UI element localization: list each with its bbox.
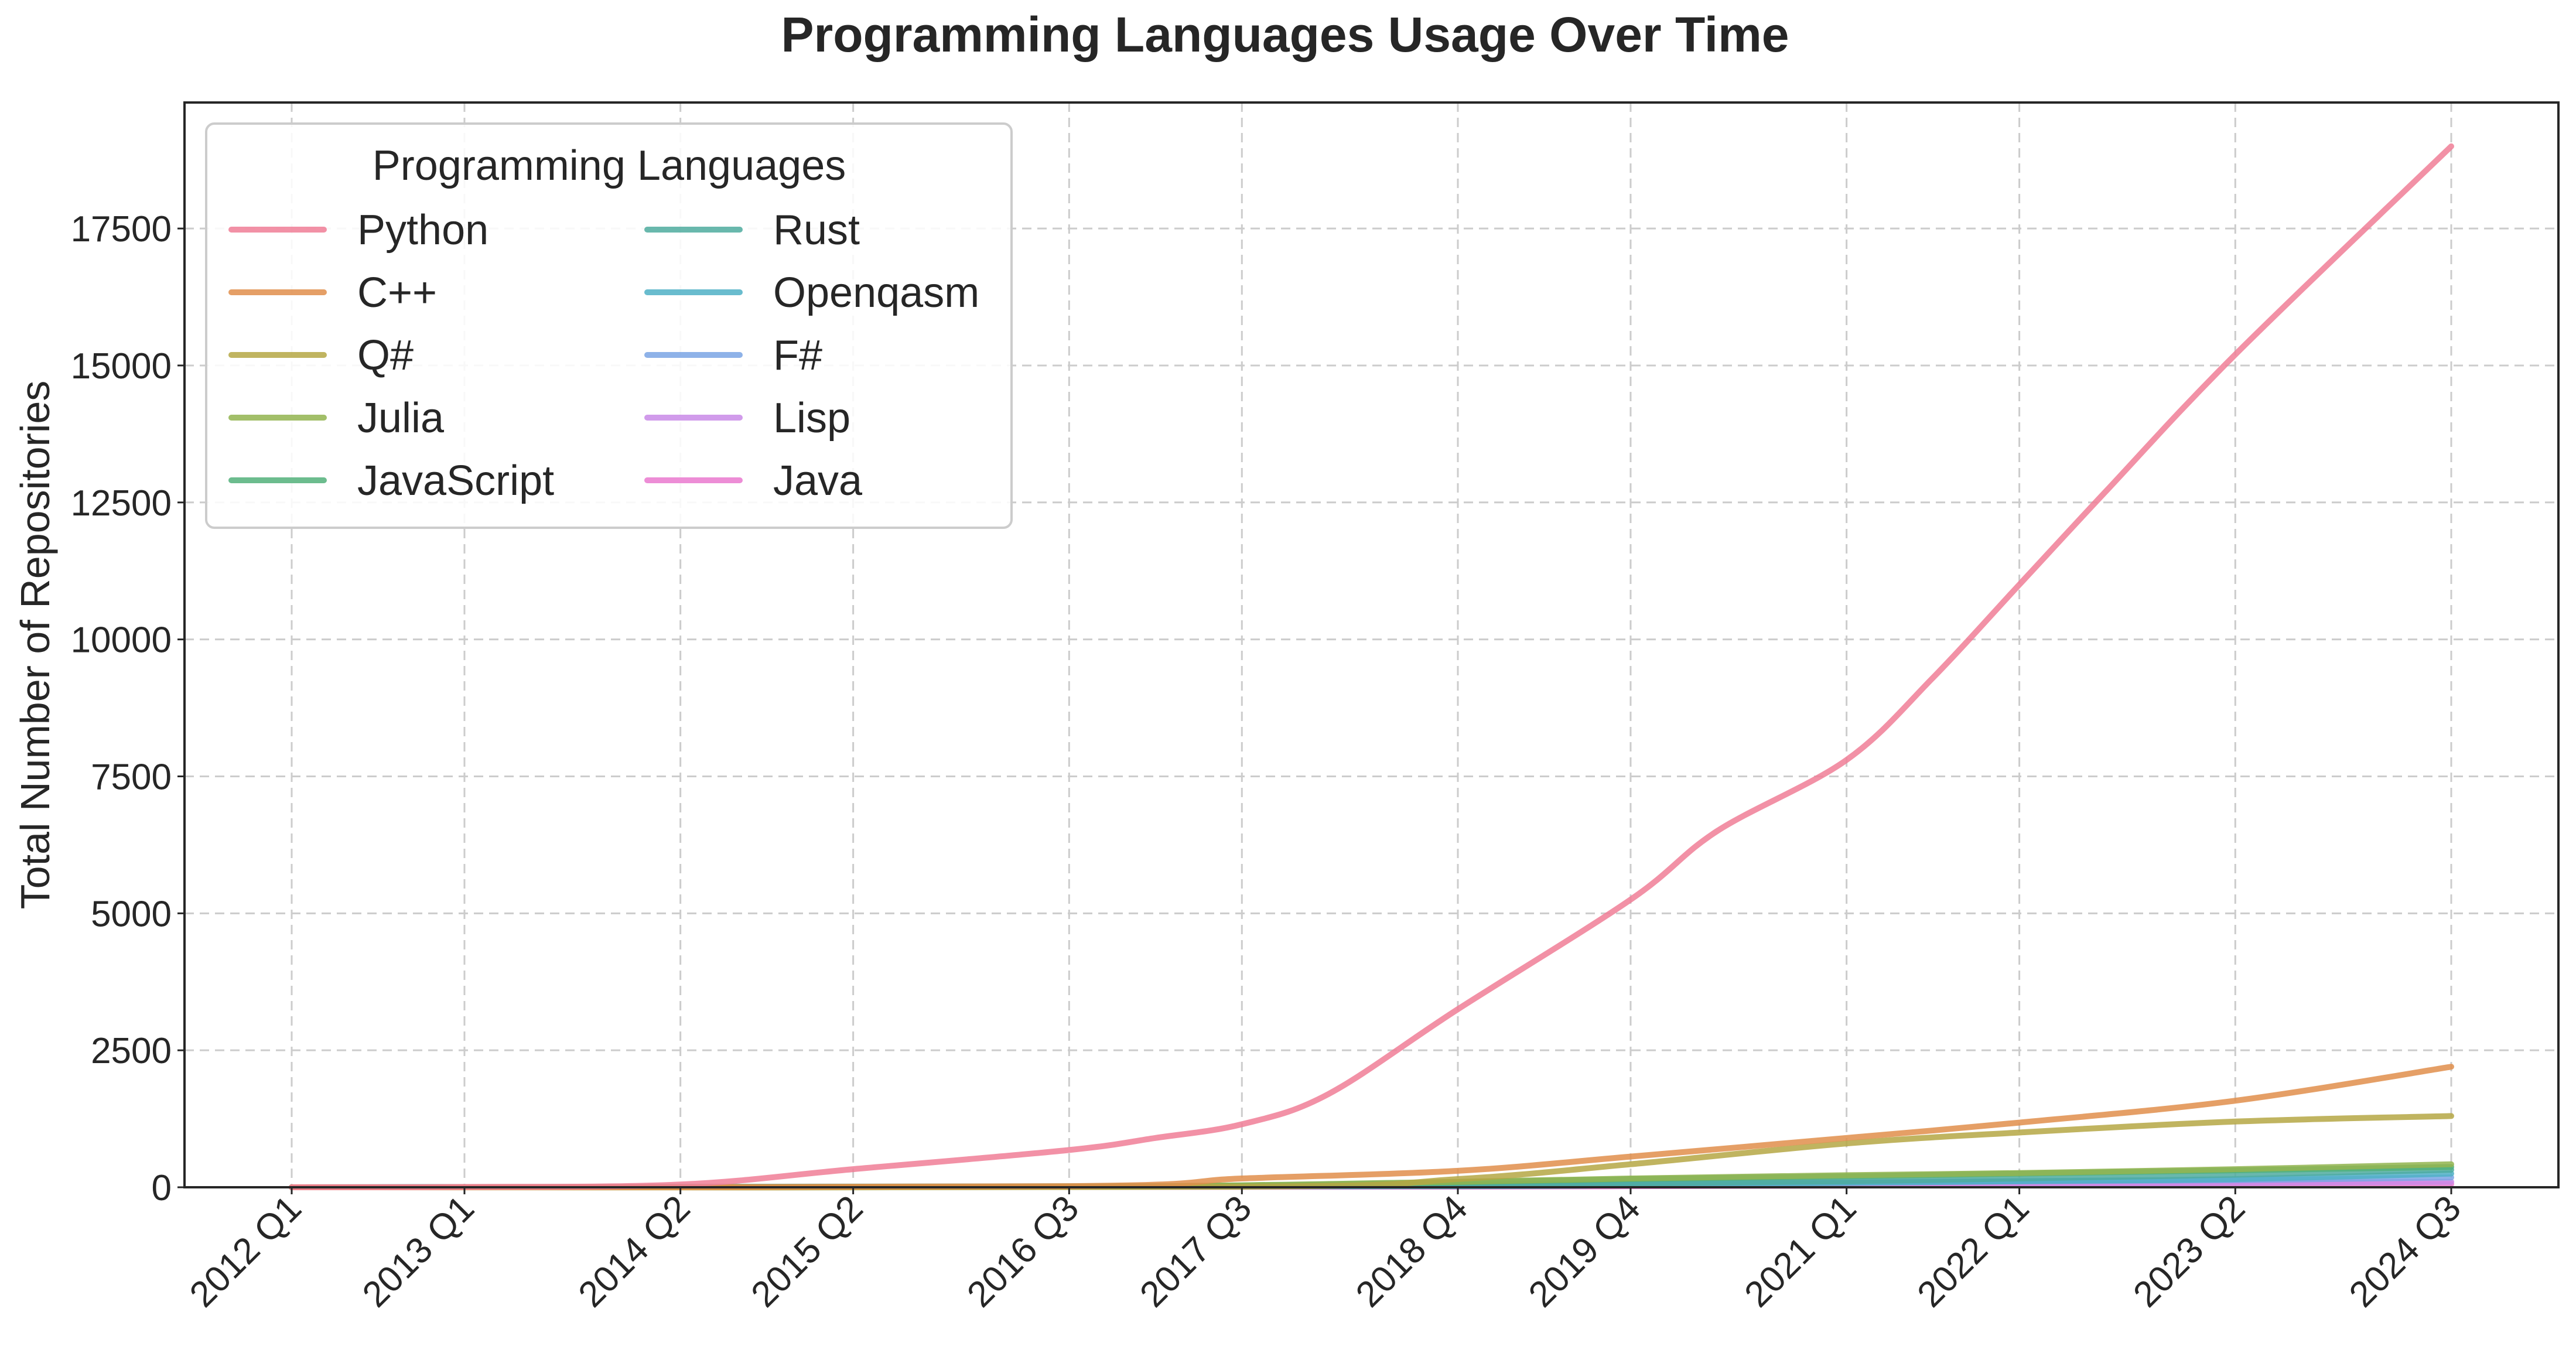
y-tick-label: 5000 — [91, 894, 172, 934]
legend-box — [205, 122, 1013, 529]
y-tick-label: 17500 — [71, 209, 172, 250]
y-tick-label: 10000 — [71, 620, 172, 661]
plot-frame — [183, 101, 2560, 1188]
series-line-python — [289, 143, 2454, 1191]
y-tick-label: 0 — [152, 1168, 172, 1208]
y-axis-label: Total Number of Repositories — [12, 381, 58, 910]
legend-label-f: F# — [773, 332, 822, 379]
legend-label-python: Python — [357, 207, 488, 254]
chart-title: Programming Languages Usage Over Time — [781, 7, 1789, 62]
legend-label-javascript: JavaScript — [357, 457, 554, 504]
legend-title: Programming Languages — [373, 142, 846, 189]
legend-label-openqasm: Openqasm — [773, 269, 979, 316]
legend-label-c: C++ — [357, 269, 437, 316]
grid-layer — [185, 103, 2558, 1187]
y-tick-label: 12500 — [71, 483, 172, 524]
y-tick-label: 2500 — [91, 1031, 172, 1071]
legend-label-julia: Julia — [357, 395, 445, 442]
legend: Programming Languages Python C++ Q# Julia Ja… — [205, 122, 1013, 529]
legend-label-java: Java — [773, 457, 863, 504]
legend-label-rust: Rust — [773, 207, 860, 254]
legend-label-q: Q# — [357, 332, 414, 379]
legend-label-lisp: Lisp — [773, 395, 850, 442]
y-tick-label: 15000 — [71, 346, 172, 387]
y-tick-label: 7500 — [91, 757, 172, 797]
y-tick-layer: 0 2500 5000 7500 10000 12500 15000 17500 — [71, 209, 185, 1208]
